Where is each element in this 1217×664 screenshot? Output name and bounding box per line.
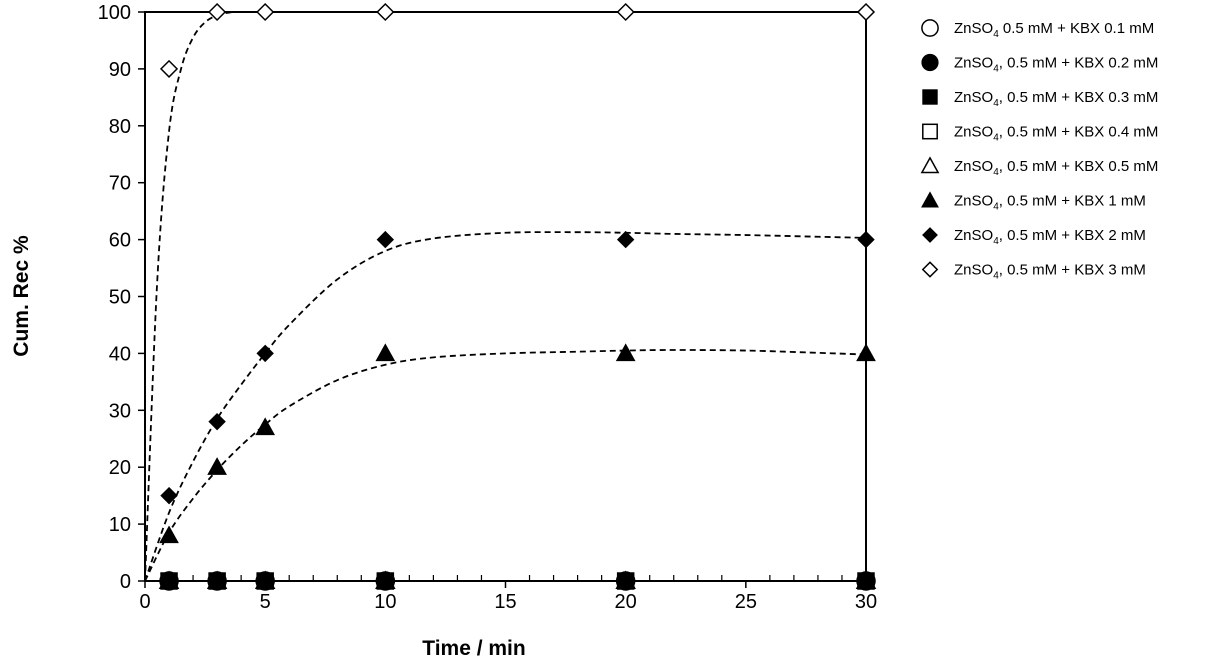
legend-entry-label: ZnSO4, 0.5 mM + KBX 0.3 mM bbox=[954, 89, 1158, 109]
x-tick-label: 20 bbox=[615, 591, 637, 613]
data-point bbox=[159, 59, 179, 78]
y-tick-label: 90 bbox=[109, 59, 131, 81]
y-tick-label: 10 bbox=[109, 514, 131, 536]
legend-entry-label: ZnSO4, 0.5 mM + KBX 0.4 mM bbox=[954, 124, 1158, 144]
y-tick-label: 20 bbox=[109, 457, 131, 479]
data-point bbox=[617, 572, 635, 590]
data-point bbox=[256, 572, 274, 590]
legend-marker bbox=[921, 53, 939, 72]
data-point bbox=[376, 230, 395, 249]
legend-entry-label: ZnSO4, 0.5 mM + KBX 0.2 mM bbox=[954, 55, 1158, 75]
data-point bbox=[208, 412, 226, 431]
data-point bbox=[208, 572, 226, 590]
data-point bbox=[856, 343, 876, 362]
x-tick-label: 5 bbox=[260, 591, 271, 613]
data-point bbox=[255, 417, 276, 436]
trend-line bbox=[144, 231, 867, 582]
x-tick-label: 15 bbox=[494, 591, 516, 613]
data-point bbox=[857, 230, 875, 249]
data-point bbox=[616, 2, 635, 22]
y-axis-title: Cum. Rec % bbox=[10, 235, 33, 357]
legend-marker bbox=[921, 19, 939, 37]
plot-frame bbox=[144, 11, 867, 582]
legend-marker bbox=[922, 89, 938, 105]
legend-entry-label: ZnSO4, 0.5 mM + KBX 1 mM bbox=[954, 193, 1146, 213]
legend-marker bbox=[921, 261, 939, 278]
y-tick-label: 0 bbox=[120, 571, 131, 593]
data-point bbox=[856, 2, 876, 22]
data-point bbox=[256, 344, 274, 363]
legend-marker bbox=[922, 227, 938, 243]
data-point bbox=[160, 486, 178, 505]
y-tick-label: 80 bbox=[109, 116, 131, 138]
legend-marker bbox=[920, 156, 940, 174]
trend-line bbox=[144, 349, 867, 582]
y-tick-label: 40 bbox=[109, 343, 131, 365]
x-tick-label: 10 bbox=[374, 591, 396, 613]
data-point bbox=[857, 572, 875, 590]
y-tick-label: 60 bbox=[109, 230, 131, 252]
plot-area: 0 5 10 15 20 25 30 0 10 20 30 40 50 60 70 80 90 100 bbox=[98, 2, 878, 613]
data-point bbox=[615, 343, 636, 362]
data-point bbox=[256, 2, 275, 22]
x-axis-title: Time / min bbox=[422, 637, 525, 660]
data-point bbox=[376, 572, 394, 590]
x-tick-label: 0 bbox=[139, 591, 150, 613]
legend-marker bbox=[922, 123, 938, 140]
data-point bbox=[207, 457, 227, 475]
x-tick-label: 30 bbox=[855, 591, 877, 613]
data-point bbox=[376, 2, 395, 22]
y-tick-label: 30 bbox=[109, 400, 131, 422]
y-tick-label: 100 bbox=[98, 2, 131, 24]
y-tick-label: 50 bbox=[109, 287, 131, 309]
data-point bbox=[160, 572, 178, 590]
y-tick-label: 70 bbox=[109, 173, 131, 195]
data-point bbox=[159, 525, 179, 544]
legend-entry-label: ZnSO4 0.5 mM + KBX 0.1 mM bbox=[954, 20, 1154, 40]
trend-line bbox=[144, 11, 866, 582]
legend-entry-label: ZnSO4, 0.5 mM + KBX 2 mM bbox=[954, 227, 1146, 247]
data-point bbox=[208, 2, 227, 22]
data-point bbox=[375, 343, 396, 362]
data-point bbox=[616, 230, 635, 249]
x-tick-label: 25 bbox=[735, 591, 757, 613]
legend: ZnSO4 0.5 mM + KBX 0.1 mM ZnSO4, 0.5 mM +… bbox=[920, 19, 1158, 282]
legend-entry-label: ZnSO4, 0.5 mM + KBX 0.5 mM bbox=[954, 158, 1158, 178]
legend-marker bbox=[921, 191, 939, 208]
legend-entry-label: ZnSO4, 0.5 mM + KBX 3 mM bbox=[954, 262, 1146, 282]
